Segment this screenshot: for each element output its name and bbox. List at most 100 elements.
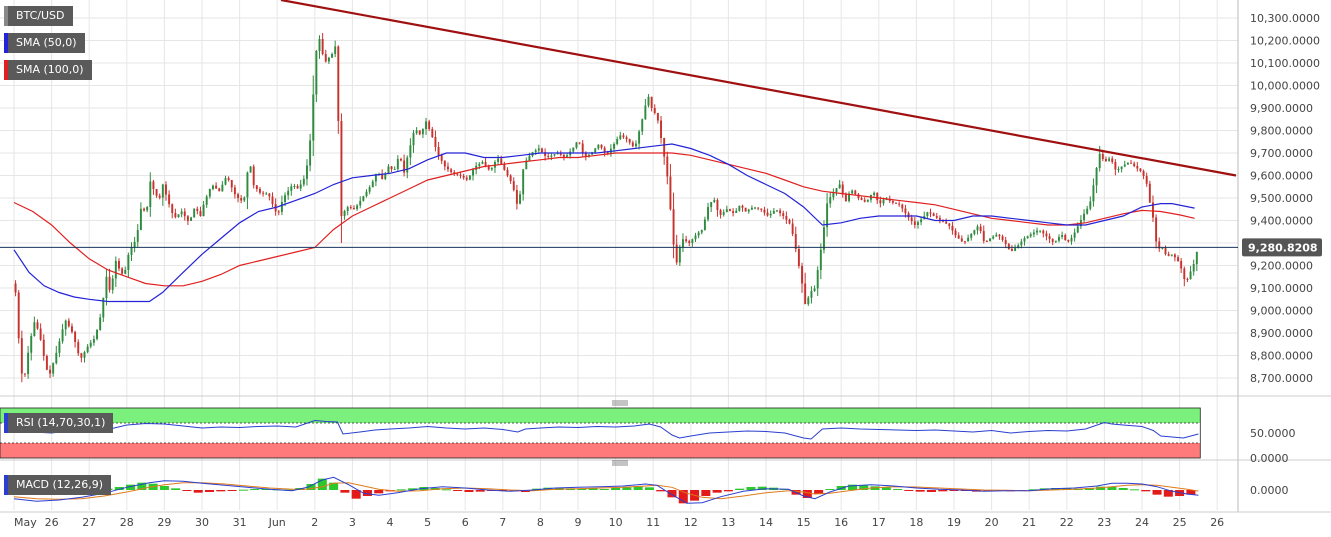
macd-histogram-bar — [1129, 489, 1139, 491]
candle-body — [117, 261, 120, 269]
candle-body — [130, 247, 133, 255]
x-tick-label: 17 — [872, 516, 886, 529]
candle-body — [970, 234, 973, 238]
candle-body — [14, 283, 17, 293]
candle-body — [1067, 240, 1070, 242]
candle-body — [1073, 232, 1076, 238]
x-tick-label: 12 — [684, 516, 698, 529]
candle-body — [240, 198, 243, 201]
candle-body — [30, 336, 33, 353]
macd-histogram-bar — [633, 486, 643, 490]
candle-body — [456, 173, 459, 175]
candle-body — [929, 212, 932, 214]
candle-body — [951, 225, 954, 231]
candle-body — [202, 204, 205, 216]
legend-sma100[interactable]: SMA (100,0) — [4, 60, 92, 80]
rsi-line — [13, 419, 1199, 440]
candle-body — [1183, 268, 1186, 279]
candle-body — [807, 297, 810, 305]
candle-body — [459, 174, 462, 176]
candle-body — [431, 129, 434, 137]
legend-rsi[interactable]: RSI (14,70,30,1) — [4, 413, 114, 433]
current-price-label: 9,280.8208 — [1248, 241, 1318, 254]
macd-histogram-bar — [137, 482, 147, 490]
candle-body — [544, 152, 547, 156]
candle-body — [1136, 166, 1139, 169]
price-tick-label: 9,200.0000 — [1250, 260, 1313, 273]
candle-body — [540, 148, 543, 153]
candle-body — [528, 155, 531, 161]
candle-body — [757, 207, 760, 209]
candle-body — [42, 339, 45, 356]
legend-rsi-label: RSI (14,70,30,1) — [16, 416, 106, 429]
candle-body — [359, 200, 362, 206]
candle-body — [164, 184, 167, 195]
sma100-line — [13, 152, 1195, 287]
candle-body — [99, 317, 102, 330]
candle-body — [863, 199, 866, 202]
candle-body — [982, 231, 985, 241]
candle-body — [252, 166, 255, 186]
candle-body — [340, 121, 343, 216]
macd-histogram-bar — [735, 488, 745, 490]
legend-macd[interactable]: MACD (12,26,9) — [4, 475, 112, 495]
candle-body — [694, 235, 697, 240]
candle-body — [67, 320, 70, 327]
price-tick-label: 9,900.0000 — [1250, 102, 1313, 115]
legend-sma50[interactable]: SMA (50,0) — [4, 33, 85, 53]
macd-histogram-bar — [881, 487, 891, 490]
macd-histogram-bar — [171, 488, 181, 490]
candle-body — [562, 154, 565, 157]
candle-body — [688, 241, 691, 243]
candle-body — [848, 193, 851, 201]
candle-body — [114, 261, 117, 279]
candle-body — [1086, 208, 1089, 214]
pane-resize-handle-macd[interactable] — [612, 460, 628, 466]
candle-body — [352, 208, 355, 210]
pane-resize-handle-rsi[interactable] — [612, 400, 628, 406]
candle-body — [619, 135, 622, 139]
candle-body — [650, 96, 653, 108]
candle-body — [901, 204, 904, 209]
x-tick-label: 18 — [909, 516, 923, 529]
candle-body — [613, 144, 616, 149]
candle-body — [716, 200, 719, 210]
candle-body — [428, 121, 431, 129]
candle-body — [797, 249, 800, 266]
candle-body — [1083, 213, 1086, 220]
macd-tick-label: 0.0000 — [1250, 484, 1289, 497]
candle-body — [841, 184, 844, 195]
macd-histogram-bar — [1152, 490, 1162, 495]
candle-body — [932, 213, 935, 216]
candle-body — [1161, 247, 1164, 249]
candle-body — [161, 184, 164, 198]
macd-histogram-bar — [216, 490, 226, 492]
candle-body — [801, 266, 804, 284]
macd-histogram-bar — [227, 490, 237, 491]
candle-body — [898, 203, 901, 205]
macd-histogram-bar — [182, 490, 192, 491]
macd-histogram-bar — [588, 488, 598, 490]
legend-symbol-label: BTC/USD — [16, 9, 65, 22]
candle-body — [255, 185, 258, 189]
x-tick-label: May — [14, 516, 37, 529]
legend-sma50-label: SMA (50,0) — [16, 36, 77, 49]
candle-body — [196, 208, 199, 211]
candle-body — [963, 241, 966, 243]
candle-body — [945, 221, 948, 224]
candle-body — [622, 135, 625, 138]
candle-body — [49, 369, 52, 374]
candle-body — [973, 230, 976, 234]
macd-histogram-bar — [611, 488, 621, 490]
candle-body — [190, 217, 193, 221]
candle-body — [1064, 235, 1067, 240]
candle-body — [854, 190, 857, 195]
x-tick-label: 3 — [349, 516, 356, 529]
legend-symbol[interactable]: BTC/USD — [4, 6, 73, 26]
candle-body — [500, 158, 503, 165]
candle-body — [1095, 168, 1098, 186]
candle-body — [747, 209, 750, 212]
candle-body — [1070, 237, 1073, 242]
